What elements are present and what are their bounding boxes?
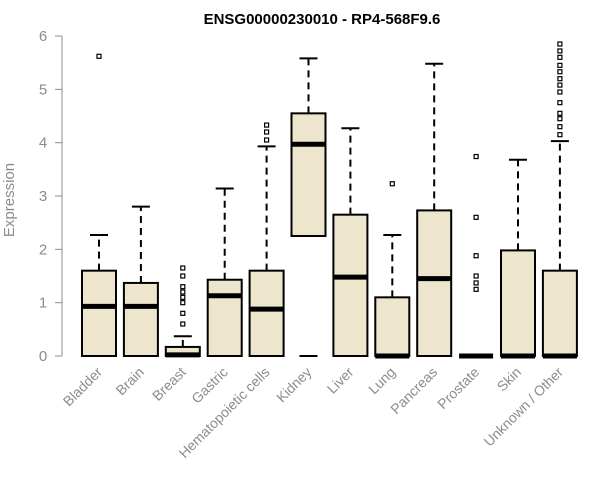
outlier-point [473, 286, 479, 292]
category-label: Prostate [434, 364, 482, 412]
y-tick-label: 3 [39, 188, 47, 205]
box-iqr [206, 278, 243, 357]
outlier-point [473, 214, 479, 220]
outlier-point [180, 310, 186, 316]
outlier-point [557, 124, 563, 130]
outlier-point [180, 289, 186, 295]
box-skin [500, 158, 536, 359]
outlier-point [557, 41, 563, 47]
box-iqr [122, 281, 159, 357]
y-tick-label: 5 [39, 81, 47, 98]
outlier-point [557, 76, 563, 82]
category-label: Liver [324, 364, 357, 397]
chart-title: ENSG00000230010 - RP4-568F9.6 [204, 11, 441, 28]
box-bladder [81, 53, 117, 357]
y-tick-label: 2 [39, 241, 47, 258]
outlier-point [557, 100, 563, 106]
outlier-point [180, 321, 186, 327]
outlier-point [557, 54, 563, 60]
category-label: Skin [494, 364, 525, 395]
outlier-point [264, 129, 270, 135]
outlier-point [557, 62, 563, 68]
y-axis-label: Expression [1, 163, 18, 237]
outlier-point [264, 137, 270, 143]
outlier-point [557, 116, 563, 122]
box-liver [332, 127, 369, 357]
outlier-point [473, 280, 479, 286]
outlier-point [557, 89, 563, 95]
y-tick-label: 6 [39, 28, 47, 45]
category-label: Pancreas [387, 364, 440, 417]
category-label: Unknown / Other [480, 364, 566, 450]
box-iqr [332, 213, 369, 357]
outlier-point [180, 265, 186, 271]
category-label: Bladder [60, 364, 106, 410]
category-label: Lung [365, 364, 398, 397]
box-iqr [541, 269, 578, 357]
outlier-point [557, 110, 563, 116]
outlier-point [473, 253, 479, 259]
outlier-point [180, 294, 186, 300]
box-gastric [206, 187, 243, 357]
outlier-point [473, 153, 479, 160]
box-prostate [459, 153, 494, 359]
box-iqr [416, 209, 453, 357]
y-tick-label: 4 [39, 135, 47, 152]
boxes-group [81, 41, 578, 359]
box-iqr [81, 269, 117, 357]
box-brain [122, 205, 159, 357]
outlier-point [557, 48, 563, 54]
category-label: Kidney [273, 364, 315, 406]
y-tick-label: 1 [39, 295, 47, 312]
category-label: Brain [113, 364, 147, 398]
outlier-point [96, 53, 102, 59]
box-pancreas [416, 62, 453, 357]
y-tick-label: 0 [39, 348, 47, 365]
outlier-point [264, 122, 270, 128]
box-kidney [290, 57, 327, 357]
outlier-point [180, 284, 186, 290]
box-hematopoietic-cells [248, 122, 285, 357]
outlier-point [473, 273, 479, 279]
box-iqr [374, 296, 411, 358]
outlier-point [180, 300, 186, 306]
box-iqr [290, 112, 327, 238]
outlier-point [180, 273, 186, 279]
outlier-point [557, 69, 563, 75]
box-breast [164, 265, 201, 358]
box-unknown-other [541, 41, 578, 359]
outlier-point [557, 132, 563, 138]
box-iqr [500, 249, 536, 357]
category-label: Breast [149, 364, 189, 404]
outlier-point [557, 82, 563, 88]
box-lung [374, 181, 411, 359]
outlier-point [389, 181, 395, 187]
box-iqr [248, 269, 285, 357]
y-axis: 0 1 2 3 4 5 6 [39, 28, 63, 365]
